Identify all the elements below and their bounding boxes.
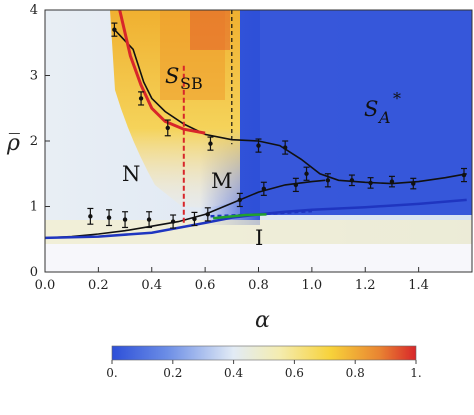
colorbar-tick-label: 1.: [410, 366, 421, 380]
series-line: [45, 179, 326, 239]
region-label-sa: S: [364, 97, 378, 121]
x-tick-label: 0.4: [141, 278, 162, 293]
x-tick-label: 1.0: [302, 278, 323, 293]
data-point: [293, 182, 299, 188]
data-point: [349, 178, 355, 183]
data-point: [304, 171, 309, 176]
x-tick-label: 0.8: [248, 278, 269, 293]
x-tick-label: 0.6: [195, 278, 216, 293]
data-point: [461, 172, 467, 178]
data-point: [146, 217, 152, 222]
data-point: [325, 178, 331, 183]
y-tick-label: 3: [30, 69, 38, 84]
data-point: [138, 96, 144, 101]
region-label-sa-sub: A: [377, 108, 391, 127]
y-tick-label: 1: [30, 200, 38, 215]
y-tick-label: 2: [30, 134, 38, 149]
data-point: [205, 212, 210, 217]
colorbar: [111, 345, 417, 361]
data-point: [261, 186, 267, 192]
data-point: [192, 216, 197, 222]
x-tick-label: 0.0: [35, 278, 56, 293]
series-line: [118, 10, 206, 135]
colorbar-tick-label: 0.8: [346, 366, 365, 380]
y-axis-title: ρ̅: [6, 131, 20, 156]
colorbar-tick-label: 0.2: [163, 366, 182, 380]
series-line: [212, 213, 267, 220]
data-point: [256, 143, 261, 148]
x-tick-label: 1.2: [355, 278, 376, 293]
region-label-n: N: [122, 162, 140, 186]
series-layer: [45, 10, 467, 240]
data-point: [106, 215, 112, 220]
y-tick-label: 0: [30, 265, 38, 280]
colorbar-tick-label: 0.6: [285, 366, 304, 380]
region-label-i: I: [255, 226, 263, 250]
data-point: [165, 125, 170, 131]
data-point: [88, 214, 93, 219]
region-label-ssb: S: [165, 64, 179, 88]
x-axis-title: α: [255, 308, 270, 333]
region-label-ssb-sub: SB: [180, 74, 203, 93]
colorbar-tick-label: 0.: [106, 366, 117, 380]
data-point: [411, 181, 416, 186]
y-axis-ticks: 0 1 2 3 4: [30, 3, 50, 280]
region-label-sa-sup: *: [393, 89, 401, 108]
y-tick-label: 4: [30, 3, 38, 18]
colorbar-ticks: 0. 0.2 0.4 0.6 0.8 1.: [106, 360, 422, 380]
heatmap-background: [45, 10, 472, 272]
data-point: [368, 180, 373, 186]
data-point: [170, 219, 176, 224]
series-line: [113, 29, 467, 185]
x-tick-label: 1.4: [408, 278, 429, 293]
errorbar-layer: [87, 22, 467, 229]
data-point: [282, 145, 288, 150]
colorbar-tick-label: 0.4: [224, 366, 243, 380]
data-point: [208, 141, 213, 146]
region-label-m: M: [211, 169, 233, 193]
data-point: [112, 27, 117, 32]
data-point: [237, 197, 243, 203]
data-point: [122, 217, 128, 222]
x-tick-label: 0.2: [88, 278, 109, 293]
data-point: [389, 179, 395, 184]
x-axis-ticks: 0.0 0.2 0.4 0.6 0.8 1.0 1.2 1.4: [35, 267, 429, 293]
